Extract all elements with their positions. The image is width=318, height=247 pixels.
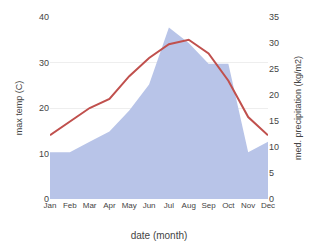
svg-text:5: 5 <box>269 168 274 178</box>
svg-text:date (month): date (month) <box>131 230 188 241</box>
svg-text:0: 0 <box>269 194 274 204</box>
svg-text:40: 40 <box>39 12 49 22</box>
svg-text:Apr: Apr <box>103 201 116 210</box>
svg-text:10: 10 <box>39 149 49 159</box>
svg-text:Oct: Oct <box>222 201 235 210</box>
svg-text:Dec: Dec <box>261 201 275 210</box>
svg-text:Feb: Feb <box>63 201 77 210</box>
svg-text:Nov: Nov <box>241 201 255 210</box>
svg-text:30: 30 <box>39 58 49 68</box>
svg-text:30: 30 <box>269 38 279 48</box>
svg-text:15: 15 <box>269 116 279 126</box>
svg-text:Sep: Sep <box>201 201 216 210</box>
svg-text:35: 35 <box>269 12 279 22</box>
svg-text:May: May <box>122 201 137 210</box>
svg-text:0: 0 <box>44 194 49 204</box>
svg-text:Jun: Jun <box>143 201 156 210</box>
svg-text:Jul: Jul <box>164 201 174 210</box>
svg-text:Aug: Aug <box>182 201 196 210</box>
svg-text:10: 10 <box>269 142 279 152</box>
svg-text:Jan: Jan <box>44 201 57 210</box>
svg-text:20: 20 <box>269 90 279 100</box>
svg-text:Mar: Mar <box>83 201 97 210</box>
svg-text:max temp (C): max temp (C) <box>14 81 24 136</box>
svg-text:20: 20 <box>39 103 49 113</box>
svg-text:med. precipitation (kg/m2): med. precipitation (kg/m2) <box>293 56 303 160</box>
svg-text:25: 25 <box>269 64 279 74</box>
